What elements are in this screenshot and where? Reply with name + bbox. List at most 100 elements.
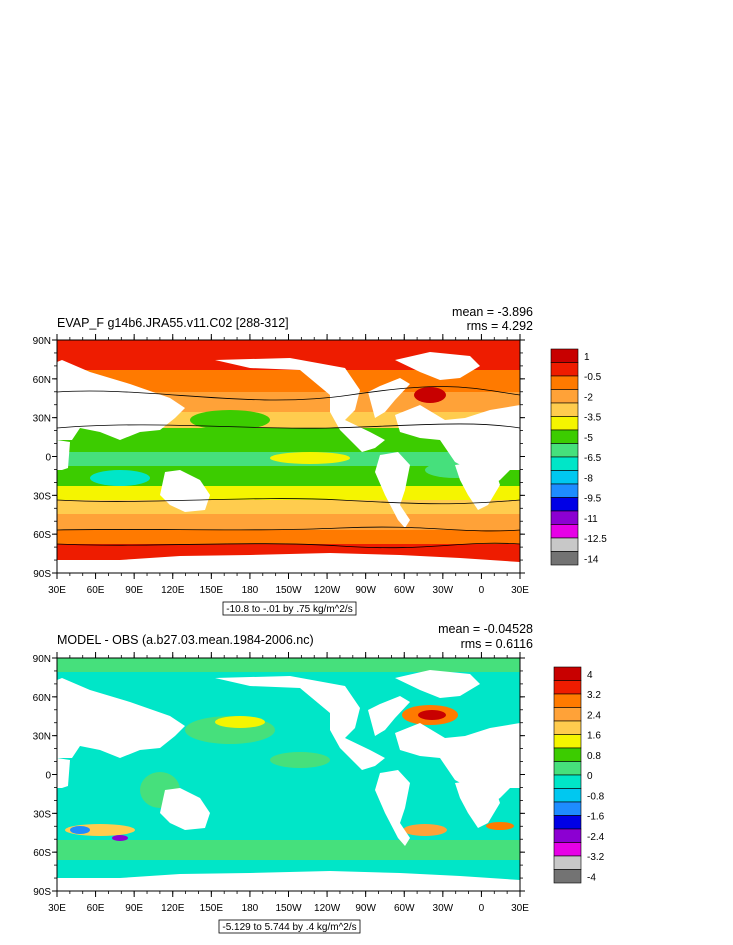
lon-label: 30W — [433, 903, 454, 914]
colorbar-label: -11 — [584, 514, 598, 525]
lat-label: 0 — [45, 771, 51, 782]
colorbar-swatch — [553, 788, 582, 803]
lon-label: 30E — [48, 903, 66, 914]
colorbar-label: -0.8 — [587, 791, 605, 802]
colorbar-swatch — [553, 842, 582, 857]
colorbar-swatch — [553, 801, 582, 816]
colorbar-label: 4 — [587, 670, 593, 681]
colorbar-swatch — [553, 828, 582, 843]
panel-title: MODEL - OBS (a.b27.03.mean.1984-2006.nc) — [57, 633, 314, 647]
lat-label: 30N — [33, 414, 51, 425]
colorbar-label: -14 — [584, 554, 599, 565]
colorbar-swatch — [553, 747, 582, 762]
lon-label: 30E — [48, 585, 66, 596]
map-field — [57, 658, 520, 891]
panel-evap: EVAP_F g14b6.JRA55.v11.C02 [288-312] mea… — [33, 305, 607, 616]
colorbar-swatch — [550, 389, 579, 404]
colorbar-swatch — [550, 483, 579, 498]
lon-label: 60E — [87, 903, 105, 914]
mean-label: mean = -0.04528 — [438, 622, 533, 636]
colorbar: 1 -0.5 -2 -3.5 -5 -6.5 -8 -9.5 -11 -12.5 -14 — [550, 348, 607, 566]
colorbar-swatch — [553, 869, 582, 884]
lat-label: 60N — [33, 375, 51, 386]
colorbar-swatch — [550, 551, 579, 566]
colorbar-label: 1.6 — [587, 731, 601, 742]
colorbar-swatch — [550, 537, 579, 552]
panel-model-obs: MODEL - OBS (a.b27.03.mean.1984-2006.nc)… — [33, 622, 605, 934]
colorbar-swatch — [553, 707, 582, 722]
lat-labels: 90N 60N 30N 0 30S 60S 90S — [33, 654, 52, 898]
colorbar-label: -2.4 — [587, 832, 605, 843]
lon-label: 150W — [275, 903, 302, 914]
colorbar-label: -6.5 — [584, 453, 602, 464]
lon-label: 60W — [394, 903, 415, 914]
lon-label: 60E — [87, 585, 105, 596]
lon-label: 90E — [125, 903, 143, 914]
lon-label: 90W — [355, 903, 376, 914]
colorbar-swatch — [550, 524, 579, 539]
lat-labels: 90N 60N 30N 0 30S 60S 90S — [33, 336, 52, 580]
colorbar-label: -1.6 — [587, 812, 605, 823]
colorbar-label: -9.5 — [584, 494, 602, 505]
lon-label: 120E — [161, 903, 185, 914]
colorbar-label: -0.5 — [584, 372, 602, 383]
lon-label: 180 — [242, 903, 259, 914]
colorbar-swatch — [553, 693, 582, 708]
axis-ticks — [52, 652, 525, 897]
lon-label: 120E — [161, 585, 185, 596]
colorbar-swatch — [553, 666, 582, 681]
lat-label: 90S — [33, 569, 51, 580]
lat-label: 60S — [33, 848, 51, 859]
lon-label: 150E — [200, 903, 224, 914]
lon-label: 90E — [125, 585, 143, 596]
colorbar-swatch — [553, 815, 582, 830]
colorbar-label: 2.4 — [587, 710, 601, 721]
colorbar-label: -8 — [584, 473, 593, 484]
colorbar-swatch — [553, 720, 582, 735]
colorbar-swatch — [550, 416, 579, 431]
contour-info: -5.129 to 5.744 by .4 kg/m^2/s — [222, 922, 356, 933]
lon-label: 120W — [314, 585, 341, 596]
lon-label: 150W — [275, 585, 302, 596]
lat-label: 30S — [33, 491, 51, 502]
lon-label: 90W — [355, 585, 376, 596]
colorbar-label: 0.8 — [587, 751, 601, 762]
lon-label: 0 — [479, 585, 485, 596]
colorbar-label: -3.5 — [584, 413, 602, 424]
colorbar-swatch — [550, 348, 579, 363]
contour-info-box — [218, 919, 361, 934]
lon-labels: 30E 60E 90E 120E 150E 180 150W 120W 90W 60W 30W 0 30… — [48, 585, 529, 596]
lon-labels: 30E 60E 90E 120E 150E 180 150W 120W 90W 60W 30W 0 30… — [48, 903, 529, 914]
colorbar-label: -5 — [584, 433, 593, 444]
colorbar-label: 0 — [587, 771, 593, 782]
lat-label: 60N — [33, 693, 51, 704]
colorbar-label: -2 — [584, 392, 593, 403]
lon-label: 30E — [511, 585, 529, 596]
lon-label: 150E — [200, 585, 224, 596]
colorbar-swatch — [550, 456, 579, 471]
colorbar-swatch — [550, 470, 579, 485]
lon-label: 60W — [394, 585, 415, 596]
colorbar-swatch — [553, 774, 582, 789]
axis-ticks — [52, 334, 525, 579]
mean-label: mean = -3.896 — [452, 305, 533, 319]
colorbar-swatch — [550, 402, 579, 417]
colorbar-label: -3.2 — [587, 852, 605, 863]
lon-label: 30W — [433, 585, 454, 596]
colorbar-swatch — [550, 375, 579, 390]
colorbar: 4 3.2 2.4 1.6 0.8 0 -0.8 -1.6 -2.4 -3.2 -4 — [553, 666, 605, 884]
colorbar-swatch — [553, 761, 582, 776]
colorbar-swatch — [553, 734, 582, 749]
lat-label: 60S — [33, 530, 51, 541]
lat-label: 0 — [45, 453, 51, 464]
colorbar-swatch — [550, 429, 579, 444]
rms-label: rms = 4.292 — [467, 319, 533, 333]
colorbar-swatch — [550, 443, 579, 458]
rms-label: rms = 0.6116 — [461, 637, 533, 651]
colorbar-label: 1 — [584, 352, 590, 363]
lon-label: 30E — [511, 903, 529, 914]
colorbar-swatch — [553, 855, 582, 870]
colorbar-label: -12.5 — [584, 534, 607, 545]
lon-label: 180 — [242, 585, 259, 596]
